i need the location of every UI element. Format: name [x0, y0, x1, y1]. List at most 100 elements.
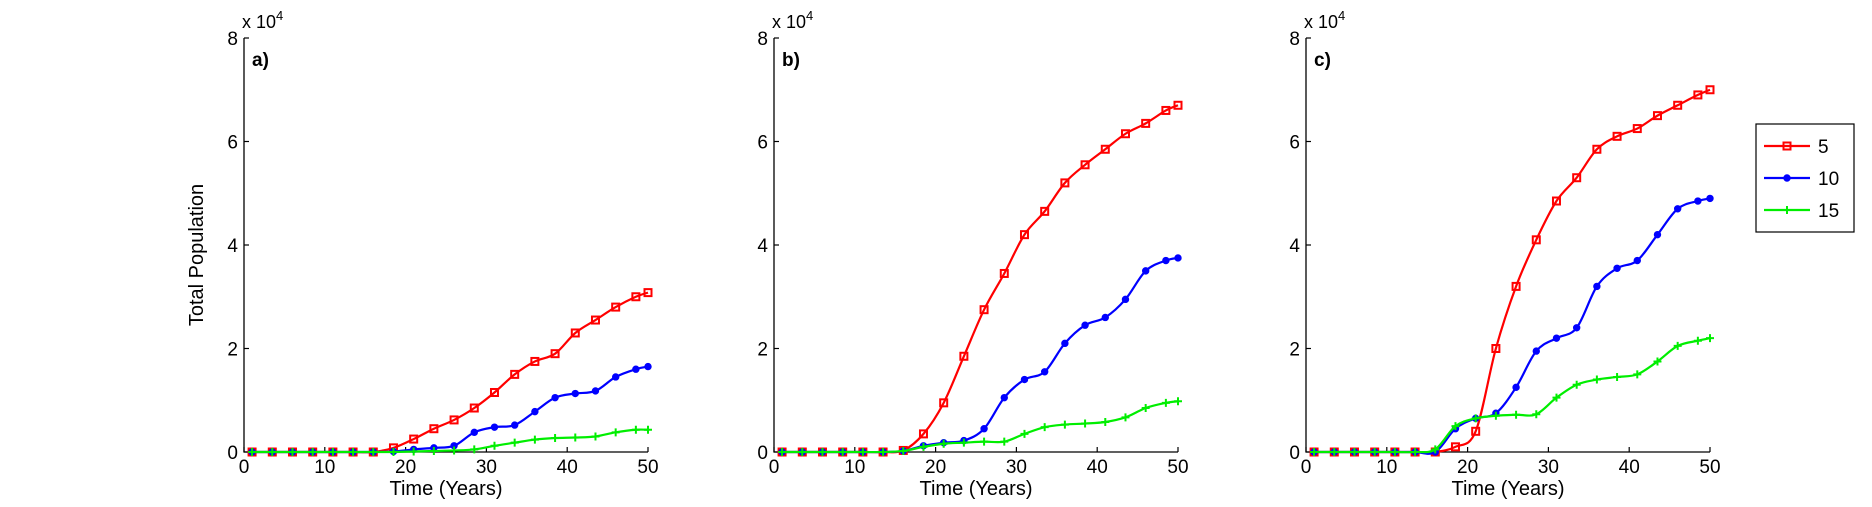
data-point [1632, 124, 1642, 134]
series-line-5 [1314, 88, 1711, 454]
data-point [409, 447, 418, 456]
data-point [644, 362, 652, 371]
x-axis-label: Time (Years) [920, 478, 1033, 500]
x-tick-label: 50 [1167, 457, 1188, 478]
data-point [571, 389, 579, 398]
data-point [470, 428, 478, 437]
series-15 [778, 397, 1182, 456]
data-point [644, 425, 652, 434]
data-point [1552, 393, 1561, 402]
data-point [1120, 129, 1130, 139]
data-point [1020, 429, 1029, 438]
exponent-power: 4 [276, 8, 283, 23]
data-point [1174, 254, 1182, 262]
data-point [490, 441, 499, 450]
series-10 [778, 254, 1182, 456]
data-point [999, 268, 1009, 278]
data-point [1592, 375, 1601, 384]
data-point [939, 398, 949, 408]
data-point [510, 438, 519, 447]
x-axis-label: Time (Years) [390, 478, 503, 500]
x-tick-label: 40 [557, 457, 578, 478]
data-point [1121, 413, 1130, 422]
y-tick-label: 6 [1289, 133, 1300, 154]
data-point [899, 446, 908, 455]
data-point [1370, 448, 1379, 456]
data-point [389, 448, 398, 456]
data-point [550, 349, 560, 359]
data-point [1633, 256, 1641, 265]
y-tick-label: 4 [227, 236, 238, 257]
data-point [1694, 197, 1702, 205]
data-point [369, 448, 378, 456]
data-point [490, 423, 499, 431]
series-line-15 [782, 400, 1179, 454]
y-tick-label: 0 [1289, 443, 1300, 464]
series-10 [248, 362, 652, 456]
legend-label: 10 [1818, 169, 1839, 190]
data-point [450, 446, 459, 455]
data-point [510, 421, 519, 429]
data-point [1673, 205, 1682, 213]
y-tick-label: 0 [757, 443, 768, 464]
data-point [470, 445, 479, 454]
data-point [489, 387, 499, 397]
data-point [1693, 90, 1703, 100]
data-point [1673, 341, 1682, 350]
series-10 [1310, 194, 1714, 456]
data-point [349, 448, 358, 456]
data-point [1512, 410, 1521, 419]
y-tick-label: 6 [227, 133, 238, 154]
data-point [980, 437, 989, 446]
exponent-power: 4 [806, 8, 813, 23]
x-tick-label: 10 [1376, 457, 1397, 478]
data-point [798, 448, 807, 456]
x-tick-label: 20 [395, 457, 416, 478]
data-point [1551, 196, 1561, 206]
axis-lines [773, 38, 1178, 453]
data-point [1141, 267, 1150, 275]
axis-exponent-label: x 104 [1304, 8, 1345, 32]
series-line-10 [252, 365, 649, 454]
data-point [1162, 256, 1170, 265]
data-point [1613, 264, 1621, 272]
data-point [1161, 105, 1171, 115]
y-tick-label: 6 [757, 133, 768, 154]
data-point [979, 305, 989, 315]
data-point [1081, 419, 1090, 428]
data-point [469, 403, 479, 413]
panel-label: c) [1314, 50, 1331, 71]
data-point [328, 448, 337, 456]
data-point [1020, 375, 1029, 384]
series-line-5 [782, 104, 1179, 454]
legend: 5 10 15 [1755, 123, 1855, 233]
legend-swatch-marker [1783, 206, 1791, 214]
data-point [1060, 420, 1069, 429]
data-point [1451, 422, 1460, 431]
exponent-base: x 10 [772, 12, 806, 32]
data-point [1081, 321, 1089, 329]
data-point [1471, 414, 1480, 423]
series-5 [247, 288, 653, 457]
x-tick-label: 0 [1301, 457, 1312, 478]
data-point [530, 356, 540, 366]
data-point [1653, 230, 1662, 239]
data-point [818, 448, 827, 456]
data-point [1450, 442, 1460, 452]
series-5 [777, 100, 1183, 457]
data-point [1390, 448, 1399, 456]
y-tick-label: 2 [227, 340, 238, 361]
x-tick-label: 10 [844, 457, 865, 478]
data-point [551, 393, 559, 402]
x-tick-label: 30 [1006, 457, 1027, 478]
data-point [1141, 118, 1151, 128]
data-point [1310, 448, 1319, 456]
data-point [571, 433, 580, 442]
data-point [1061, 339, 1069, 348]
y-tick-label: 0 [227, 443, 238, 464]
data-point [551, 434, 560, 443]
data-point [980, 425, 988, 433]
data-point [1350, 448, 1359, 456]
data-point [959, 351, 969, 361]
